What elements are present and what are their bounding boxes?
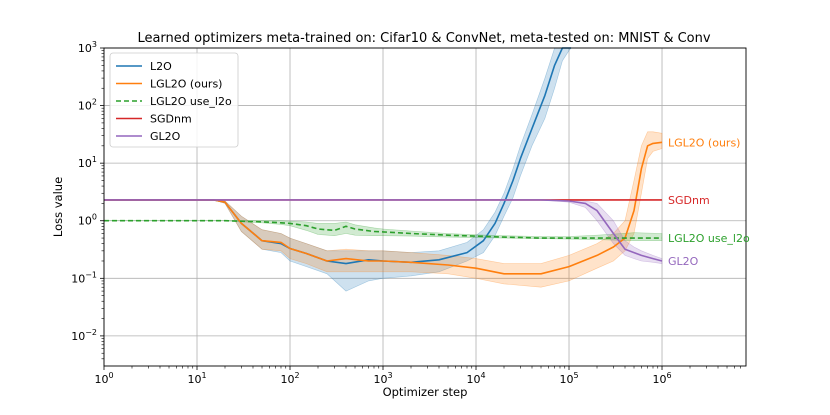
line-lgl2o-use-l2o <box>104 219 662 239</box>
y-tick-label: 103 <box>78 40 97 55</box>
end-label-lgl2o-ours: LGL2O (ours) <box>668 136 740 149</box>
legend-label-l2o: L2O <box>150 60 172 73</box>
y-tick-label: 10−2 <box>71 328 97 343</box>
series-end-labels: LGL2O (ours) LGL2O use_l2o SGDnm GL2O <box>668 136 750 268</box>
y-tick-label: 102 <box>78 98 97 113</box>
y-axis-label: Loss value <box>51 177 65 237</box>
x-axis-ticks: 100 101 102 103 104 105 106 <box>94 366 741 386</box>
x-tick-label: 105 <box>559 371 578 386</box>
legend-label-gl2o: GL2O <box>150 130 181 143</box>
band-gl2o <box>104 199 663 264</box>
legend-label-lgl2o-use-l2o: LGL2O use_l2o <box>150 95 232 108</box>
x-axis-label: Optimizer step <box>383 385 468 399</box>
band-lgl2o-ours <box>104 131 663 288</box>
x-tick-label: 104 <box>466 371 485 386</box>
plot-frame <box>103 47 747 367</box>
end-label-lgl2o-use-l2o: LGL2O use_l2o <box>668 232 750 245</box>
y-tick-label: 100 <box>78 213 97 228</box>
y-tick-label: 10−1 <box>71 270 97 285</box>
x-tick-label: 101 <box>187 371 206 386</box>
x-tick-label: 102 <box>280 371 299 386</box>
chart-title: Learned optimizers meta-trained on: Cifa… <box>137 31 710 46</box>
line-gl2o <box>104 199 663 262</box>
y-tick-label: 101 <box>78 155 97 170</box>
legend-label-lgl2o-ours: LGL2O (ours) <box>150 78 222 91</box>
series-lines <box>104 47 663 275</box>
x-tick-label: 106 <box>652 371 671 386</box>
band-lgl2o-use-l2o <box>104 220 663 241</box>
legend: L2O LGL2O (ours) LGL2O use_l2o SGDnm GL2O <box>109 52 239 148</box>
legend-box <box>109 52 239 148</box>
end-label-gl2o: GL2O <box>668 255 699 268</box>
y-axis-ticks: 10−2 10−1 100 101 102 103 <box>71 40 104 360</box>
x-tick-label: 100 <box>94 371 113 386</box>
x-tick-label: 103 <box>373 371 392 386</box>
end-label-sgdnm: SGDnm <box>668 194 710 207</box>
line-lgl2o-ours <box>104 141 663 275</box>
legend-label-sgdnm: SGDnm <box>150 113 192 126</box>
